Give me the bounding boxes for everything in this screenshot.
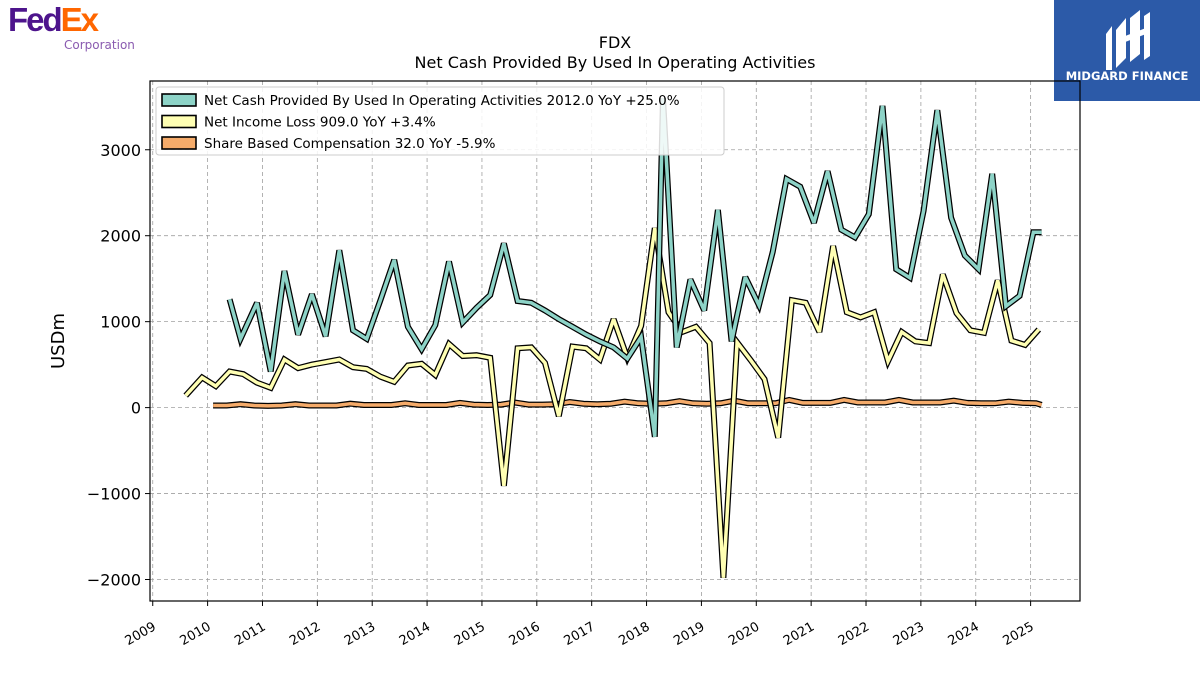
midgard-emblem-icon <box>1106 10 1150 70</box>
series-layer <box>183 98 1043 578</box>
company-logo-subtitle: Corporation <box>64 38 135 52</box>
x-tick-label: 2016 <box>507 619 543 649</box>
plot-frame <box>149 80 1081 602</box>
x-tick-label: 2014 <box>397 619 433 649</box>
y-tick-label: 3000 <box>100 141 141 160</box>
x-tick-label: 2011 <box>232 619 268 649</box>
series-share-based-compensation <box>213 396 1043 409</box>
y-tick-label: 0 <box>131 399 141 418</box>
y-tick-label: −2000 <box>87 571 141 590</box>
x-tick-label: 2018 <box>616 619 652 649</box>
midgard-finance-logo: MIDGARD FINANCE <box>1054 0 1200 101</box>
series-line <box>227 98 1042 438</box>
legend-swatch <box>161 93 197 107</box>
company-logo-wordmark: FedEx <box>8 1 99 38</box>
legend-swatch <box>161 114 197 129</box>
x-tick-label: 2025 <box>1000 619 1036 649</box>
x-tick-label: 2019 <box>671 619 707 649</box>
x-tick-label: 2022 <box>836 619 872 649</box>
x-tick-label: 2023 <box>891 619 927 649</box>
company-logo-part-2: Ex <box>60 1 99 38</box>
y-tick-label: 2000 <box>100 227 141 246</box>
x-tick-label: 2010 <box>177 619 213 649</box>
x-tick-label: 2021 <box>781 619 817 649</box>
x-tick-label: 2017 <box>562 619 598 649</box>
chart-subtitle: Net Cash Provided By Used In Operating A… <box>415 53 816 72</box>
legend-entry-label: Net Cash Provided By Used In Operating A… <box>204 93 680 109</box>
x-tick-label: 2012 <box>287 619 323 649</box>
x-tick-label: 2015 <box>452 619 488 649</box>
partner-name: MIDGARD FINANCE <box>1065 69 1189 83</box>
chart-title: FDX <box>599 33 632 52</box>
x-tick-label: 2024 <box>946 619 982 649</box>
grid-lines <box>150 81 1080 601</box>
x-tick-label: 2013 <box>342 619 378 649</box>
company-logo-part-1: Fed <box>8 1 63 38</box>
legend: Net Cash Provided By Used In Operating A… <box>155 86 725 156</box>
legend-frame <box>155 86 725 156</box>
x-tick-label: 2020 <box>726 619 762 649</box>
y-tick-label: −1000 <box>87 485 141 504</box>
series-net-cash-provided-by-used-in-operating-activities <box>226 98 1042 438</box>
series-line <box>184 227 1041 578</box>
series-net-income-loss <box>183 227 1042 578</box>
x-tick-label: 2009 <box>123 619 159 649</box>
y-tick-label: 1000 <box>100 313 141 332</box>
legend-entry-label: Share Based Compensation 32.0 YoY -5.9% <box>204 136 496 152</box>
y-axis-label: USDm <box>48 313 69 369</box>
series-line <box>213 398 1043 408</box>
legend-entry-label: Net Income Loss 909.0 YoY +3.4% <box>204 115 436 131</box>
legend-swatch <box>161 136 197 150</box>
fedex-logo: FedEx Corporation <box>4 0 154 56</box>
